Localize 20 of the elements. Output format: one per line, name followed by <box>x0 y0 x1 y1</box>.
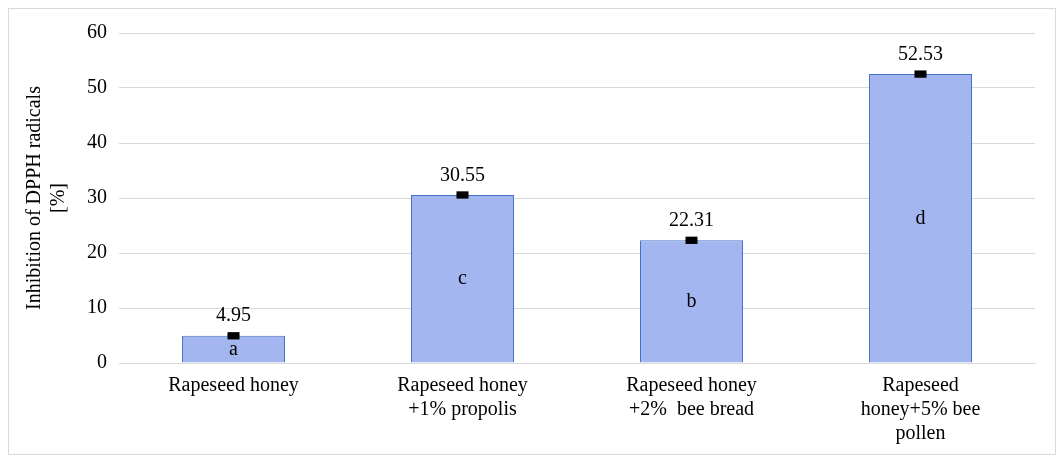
x-tick-label: Rapeseed honey+5% bee pollen <box>860 373 981 445</box>
x-tick-label: Rapeseed honey +2% bee bread <box>626 373 757 420</box>
y-tick-label: 50 <box>87 75 107 98</box>
y-tick-label: 0 <box>97 350 107 373</box>
y-tick-label: 60 <box>87 20 107 43</box>
data-label: 30.55 <box>440 162 485 185</box>
data-label: 22.31 <box>669 207 714 230</box>
y-tick-label: 30 <box>87 185 107 208</box>
data-label: 4.95 <box>216 303 251 326</box>
data-label: 52.53 <box>898 41 943 64</box>
annotation: c <box>458 265 468 288</box>
y-tick-label: 10 <box>87 295 107 318</box>
x-tick-label: Rapeseed honey <box>168 373 299 397</box>
annotation: d <box>915 205 926 228</box>
y-tick-label: 20 <box>87 240 107 263</box>
y-tick-label: 40 <box>87 130 107 153</box>
x-tick-label: Rapeseed honey +1% propolis <box>397 373 528 421</box>
annotation: a <box>229 337 239 360</box>
annotation: b <box>686 288 697 311</box>
y-axis-title: Inhibition of DPPH radicals [%] <box>22 85 69 310</box>
